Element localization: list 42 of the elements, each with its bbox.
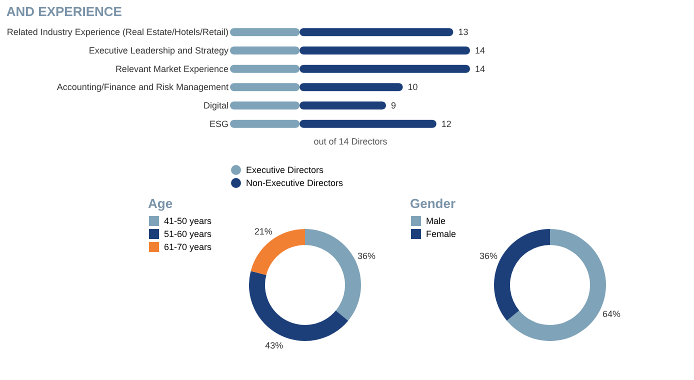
y-tick-label: Relevant Market Experience [115, 64, 228, 74]
bar [300, 120, 436, 128]
bar [230, 102, 300, 110]
bar [300, 102, 386, 110]
annotation: 13 [458, 27, 468, 38]
legend-label: 41-50 years [164, 216, 212, 226]
bar [230, 83, 300, 92]
annotation: 10 [408, 82, 418, 92]
bar [230, 120, 300, 128]
data-label: 36% [358, 251, 376, 262]
bar [230, 64, 300, 73]
donut-slice [249, 271, 348, 341]
bar [300, 46, 470, 54]
annotation: 9 [391, 100, 396, 110]
annotation: 12 [441, 118, 452, 129]
legend-label: Female [426, 229, 456, 239]
data-label: 21% [254, 226, 272, 236]
annotation: 14 [475, 46, 486, 56]
legend-label: 61-70 years [164, 242, 212, 252]
annotation: 14 [475, 64, 486, 74]
legend-label: Executive Directors [246, 165, 324, 175]
y-tick-label: Executive Leadership and Strategy [88, 46, 229, 56]
y-tick-label: ESG [209, 118, 228, 129]
data-label: 64% [602, 308, 621, 319]
data-label: 36% [479, 251, 498, 262]
chart-title: Age [148, 196, 173, 211]
y-tick-label: Digital [203, 100, 228, 110]
bar [230, 28, 300, 36]
text: AND EXPERIENCE [6, 4, 122, 19]
bar [300, 83, 403, 92]
chart-title: Gender [410, 196, 456, 211]
data-label: 43% [265, 340, 284, 351]
x-axis-title: out of 14 Directors [314, 136, 388, 146]
legend-label: Male [426, 216, 446, 226]
bar [300, 28, 454, 36]
y-tick-label: Accounting/Finance and Risk Management [56, 82, 229, 92]
legend-label: 51-60 years [164, 229, 212, 239]
donut-slice [250, 229, 305, 276]
bar [300, 64, 470, 73]
bar [230, 46, 300, 54]
legend-label: Non-Executive Directors [246, 178, 344, 188]
y-tick-label: Related Industry Experience (Real Estate/Hotels/Retail) [6, 27, 228, 38]
